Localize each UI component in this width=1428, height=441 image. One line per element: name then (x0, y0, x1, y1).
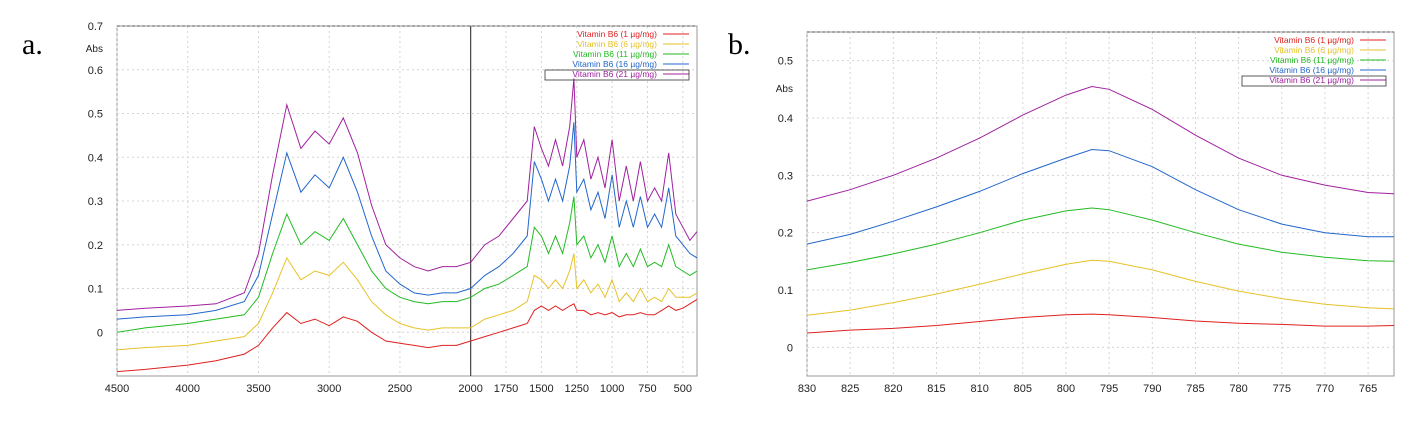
x-tick-label: 825 (841, 383, 859, 395)
x-tick-label: 1000 (600, 383, 624, 395)
legend-entry-1: Vitamin B6 (1 µg/mg) (577, 29, 657, 39)
series-line-4 (117, 122, 697, 320)
y-axis-label: Abs (86, 44, 103, 55)
x-tick-label: 765 (1359, 383, 1377, 395)
legend-entry-5: Vitamin B6 (21 µg/mg) (572, 69, 657, 79)
x-tick-label: 795 (1100, 383, 1118, 395)
x-tick-label: 785 (1186, 383, 1204, 395)
x-tick-label: 770 (1316, 383, 1334, 395)
legend-entry-2: Vitamin B6 (6 µg/mg) (1274, 45, 1354, 55)
x-tick-label: 3500 (246, 383, 270, 395)
legend-entry-4: Vitamin B6 (16 µg/mg) (1269, 65, 1354, 75)
x-tick-label: 1750 (494, 383, 518, 395)
y-tick-label: 0.7 (88, 21, 103, 33)
y-tick-label: 0.3 (88, 196, 103, 208)
legend-entry-1: Vitamin B6 (1 µg/mg) (1274, 35, 1354, 45)
y-tick-label: 0.5 (88, 109, 103, 121)
x-tick-label: 830 (798, 383, 816, 395)
y-tick-label: 0 (97, 327, 103, 339)
legend-selection-box (544, 69, 690, 81)
y-tick-label: 0.3 (778, 170, 793, 182)
x-tick-label: 2500 (388, 383, 412, 395)
x-tick-label: 2000 (458, 383, 482, 395)
series-line-3 (807, 207, 1394, 271)
plot-frame (806, 31, 1395, 377)
series-line-4 (807, 148, 1394, 245)
series-line-1 (117, 298, 697, 373)
legend-entry-4: Vitamin B6 (16 µg/mg) (572, 59, 657, 69)
y-tick-label: 0.5 (778, 56, 793, 68)
x-tick-label: 4500 (105, 383, 129, 395)
y-tick-label: 0.1 (778, 285, 793, 297)
legend-entry-3: Vitamin B6 (11 µg/mg) (573, 49, 657, 59)
panel-label-b: b. (728, 28, 751, 61)
series-line-2 (117, 253, 697, 351)
series-line-5 (117, 78, 697, 311)
legend-entry-3: Vitamin B6 (11 µg/mg) (1270, 55, 1354, 65)
y-tick-label: 0.6 (88, 65, 103, 77)
x-tick-label: 500 (674, 383, 692, 395)
series-line-3 (117, 196, 697, 333)
legend-entry-5: Vitamin B6 (21 µg/mg) (1269, 75, 1354, 85)
y-tick-label: 0.4 (88, 152, 103, 164)
x-tick-label: 805 (1014, 383, 1032, 395)
y-tick-label: 0.4 (778, 113, 793, 125)
y-tick-label: 0.2 (88, 240, 103, 252)
series-line-1 (807, 313, 1394, 334)
panel-label-a: a. (22, 28, 43, 61)
y-tick-label: 0.1 (88, 284, 103, 296)
x-tick-label: 1250 (565, 383, 589, 395)
y-tick-label: 0.2 (778, 228, 793, 240)
x-tick-label: 3000 (317, 383, 341, 395)
x-tick-label: 780 (1229, 383, 1247, 395)
series-line-5 (807, 85, 1394, 202)
x-tick-label: 800 (1057, 383, 1075, 395)
x-tick-label: 810 (970, 383, 988, 395)
x-tick-label: 775 (1273, 383, 1291, 395)
x-tick-label: 4000 (175, 383, 199, 395)
legend-entry-2: Vitamin B6 (6 µg/mg) (577, 39, 657, 49)
spectrum-chart-a: 4500 4000 3500 3000 2500 2000 1750 1500 1250 1000… (86, 21, 698, 395)
y-axis-label: Abs (776, 84, 793, 95)
x-tick-label: 820 (884, 383, 902, 395)
x-tick-label: 815 (927, 383, 945, 395)
x-tick-label: 750 (638, 383, 656, 395)
x-tick-label: 790 (1143, 383, 1161, 395)
y-tick-label: 0 (787, 342, 793, 354)
x-tick-label: 1500 (529, 383, 553, 395)
series-line-2 (807, 259, 1394, 316)
legend-selection-box (1241, 75, 1387, 87)
